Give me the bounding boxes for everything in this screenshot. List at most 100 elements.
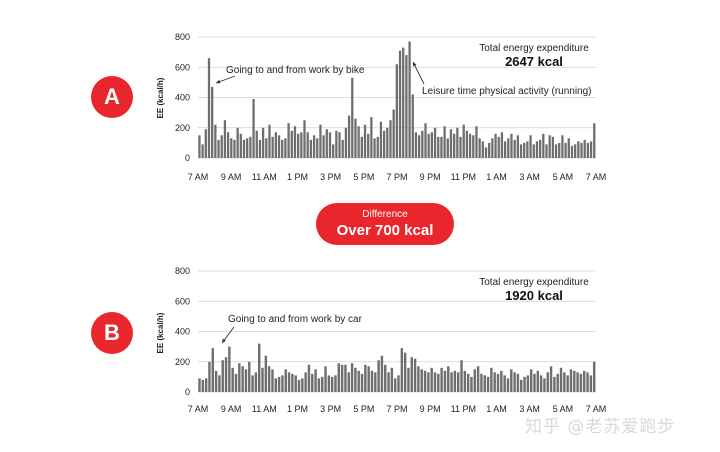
bar: [586, 372, 589, 392]
bar: [204, 378, 208, 392]
bar: [277, 376, 281, 392]
bar: [542, 133, 545, 158]
bar: [484, 147, 488, 158]
x-tick-label: 3 PM: [320, 172, 341, 182]
bar: [297, 379, 301, 392]
bar: [589, 375, 593, 392]
bar: [433, 127, 437, 158]
bar: [576, 372, 579, 392]
bar: [545, 144, 548, 158]
bar: [407, 367, 410, 392]
bar: [252, 99, 255, 158]
bar: [340, 364, 344, 392]
bar: [483, 375, 486, 392]
bar: [304, 372, 307, 392]
bar: [538, 139, 542, 158]
bar: [417, 135, 421, 158]
bar: [468, 133, 472, 158]
bar: [370, 117, 373, 158]
difference-label: Difference: [362, 209, 408, 220]
bar: [264, 355, 268, 392]
bar: [389, 120, 392, 158]
bar: [532, 144, 535, 158]
bar: [251, 375, 254, 392]
bar: [497, 136, 500, 158]
bar: [357, 126, 360, 158]
annotation-arrowhead: [222, 338, 226, 343]
y-tick-label: 400: [175, 93, 190, 103]
bar: [402, 47, 405, 158]
bar: [338, 132, 341, 158]
bar: [556, 373, 559, 392]
panel-b-badge: B: [91, 312, 133, 354]
bar: [214, 370, 218, 392]
bar: [291, 373, 294, 392]
bar: [309, 139, 313, 158]
y-tick-label: 200: [175, 123, 190, 133]
bar: [480, 373, 483, 392]
bar: [214, 124, 217, 158]
bar: [324, 366, 327, 392]
bar: [386, 127, 389, 158]
bar: [290, 130, 293, 158]
bar: [258, 343, 261, 392]
bar: [569, 369, 573, 392]
bar: [453, 133, 456, 158]
bar: [314, 369, 317, 392]
bar: [529, 369, 533, 392]
bar: [440, 367, 443, 392]
bar: [465, 130, 469, 158]
bar: [325, 129, 328, 158]
bar: [420, 369, 423, 392]
bar: [564, 142, 567, 158]
bar: [449, 129, 453, 158]
bar: [513, 372, 516, 392]
bar: [440, 136, 443, 158]
bar: [592, 361, 596, 392]
bar: [274, 132, 277, 158]
bar: [506, 378, 510, 392]
annotation-arrowhead: [216, 79, 221, 84]
bar: [457, 372, 460, 392]
bar: [274, 378, 277, 392]
bar: [239, 133, 242, 158]
bar: [450, 372, 453, 392]
x-tick-label: 5 PM: [353, 404, 374, 414]
bar: [405, 55, 408, 158]
bar: [334, 375, 337, 392]
x-tick-label: 7 AM: [188, 172, 209, 182]
bar: [559, 367, 563, 392]
bar: [488, 142, 491, 158]
x-tick-label: 11 AM: [252, 404, 277, 414]
x-tick-label: 3 PM: [320, 404, 341, 414]
x-tick-label: 11 AM: [252, 172, 277, 182]
bar: [267, 366, 271, 392]
bar: [281, 139, 284, 158]
bar: [217, 139, 220, 158]
bar: [374, 372, 377, 392]
bar: [577, 141, 580, 158]
y-tick-label: 800: [175, 266, 190, 276]
bar: [246, 138, 249, 158]
x-tick-label: 7 AM: [586, 404, 607, 414]
bar: [277, 135, 281, 158]
bar: [224, 357, 228, 392]
bar: [510, 133, 513, 158]
bar: [408, 41, 411, 158]
bar: [248, 361, 251, 392]
bar: [558, 142, 561, 158]
x-tick-label: 3 AM: [519, 404, 540, 414]
bar: [430, 132, 434, 158]
bar: [384, 364, 387, 392]
bar: [456, 127, 459, 158]
bar: [335, 130, 338, 158]
bar: [589, 141, 593, 158]
bar: [261, 127, 265, 158]
bar: [574, 144, 577, 158]
bar: [536, 370, 540, 392]
bar: [583, 370, 586, 392]
bar: [300, 132, 303, 158]
bar: [211, 86, 214, 158]
bar: [423, 370, 427, 392]
